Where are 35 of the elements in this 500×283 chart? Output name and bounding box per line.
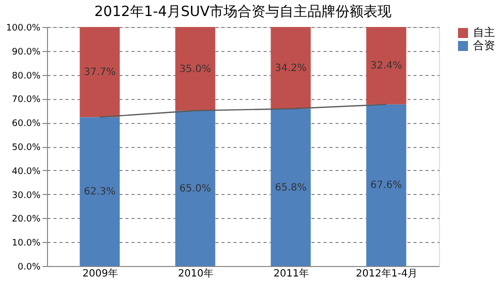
legend-label: 合资: [473, 39, 495, 52]
legend-label: 自主: [473, 26, 495, 39]
data-label: 35.0%: [179, 64, 212, 75]
x-tick-label: 2010年: [178, 268, 214, 280]
data-label: 34.2%: [274, 62, 307, 74]
data-label: 32.4%: [370, 60, 402, 72]
data-label: 65.8%: [274, 182, 307, 194]
y-tick-label: 60.0%: [12, 119, 41, 130]
line-series: [99, 104, 387, 118]
chart-title: 2012年1-4月SUV市场合资与自主品牌份额表现: [94, 4, 392, 20]
y-tick-label: 50.0%: [12, 143, 41, 153]
bar: [80, 117, 120, 266]
data-label: 65.0%: [179, 183, 212, 194]
bar: [366, 104, 406, 266]
data-label: 37.7%: [84, 67, 116, 78]
data-label: 67.6%: [370, 180, 402, 192]
bar: [366, 27, 406, 104]
data-label: 62.3%: [84, 186, 116, 198]
y-tick-label: 10.0%: [12, 238, 41, 249]
bar: [80, 27, 120, 118]
bar: [175, 110, 216, 266]
y-tick-label: 40.0%: [12, 166, 41, 177]
y-tick-label: 80.0%: [12, 71, 41, 82]
x-tick-label: 2012年1-4月: [356, 268, 418, 280]
y-tick-label: 90.0%: [12, 47, 41, 58]
bar: [270, 108, 311, 266]
y-tick-label: 0.0%: [18, 262, 41, 272]
x-tick-label: 2011年: [274, 268, 309, 280]
bar: [270, 27, 311, 109]
x-tick-label: 2009年: [82, 268, 118, 280]
bar: [175, 27, 216, 111]
y-tick-label: 20.0%: [12, 214, 41, 225]
y-tick-label: 70.0%: [12, 95, 41, 106]
y-tick-label: 100.0%: [6, 24, 41, 34]
y-tick-label: 30.0%: [12, 190, 41, 201]
